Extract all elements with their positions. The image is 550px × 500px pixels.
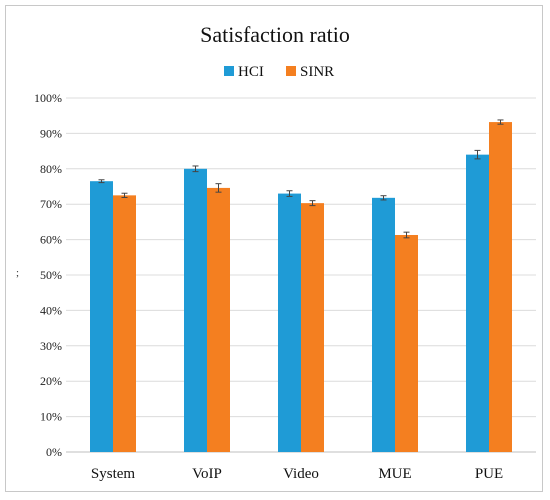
x-tick-label: Video <box>283 466 319 482</box>
bar-hci-pue <box>466 154 489 452</box>
y-tick-label: 40% <box>40 303 62 317</box>
bar-hci-mue <box>372 197 395 452</box>
x-tick-label: PUE <box>475 466 503 482</box>
y-axis-mark: ; <box>16 267 19 279</box>
satisfaction-chart: Satisfaction ratio HCI SINR ; 0% 10% 20% 30%… <box>16 22 536 482</box>
y-tick-label: 30% <box>40 339 62 353</box>
chart-frame: Satisfaction ratio HCI SINR ; 0% 10% 20% 30%… <box>5 5 543 492</box>
y-axis-ticks: 0% 10% 20% 30% 40% 50% 60% 70% 80% 90% 100% <box>34 91 62 459</box>
legend-label-hci: HCI <box>238 64 264 80</box>
legend-swatch-sinr <box>286 66 296 76</box>
legend-label-sinr: SINR <box>300 64 334 80</box>
bar-hci-voip <box>184 168 207 453</box>
y-tick-label: 50% <box>40 268 62 282</box>
legend-swatch-hci <box>224 66 234 76</box>
x-axis-ticks: System VoIP Video MUE PUE <box>91 466 503 482</box>
legend: HCI SINR <box>224 64 334 80</box>
bar-sinr-pue <box>489 122 512 453</box>
bar-hci-system <box>90 181 113 452</box>
bars <box>90 119 512 453</box>
y-tick-label: 80% <box>40 162 62 176</box>
bar-sinr-video <box>301 203 324 452</box>
bar-hci-video <box>278 193 301 452</box>
y-tick-label: 10% <box>40 410 62 424</box>
chart-title: Satisfaction ratio <box>200 22 350 47</box>
y-tick-label: 0% <box>46 445 62 459</box>
x-tick-label: System <box>91 466 136 482</box>
x-tick-label: VoIP <box>192 466 222 482</box>
y-tick-label: 100% <box>34 91 62 105</box>
y-tick-label: 20% <box>40 374 62 388</box>
y-tick-label: 60% <box>40 233 62 247</box>
y-tick-label: 90% <box>40 126 62 140</box>
bar-sinr-voip <box>207 187 230 452</box>
x-tick-label: MUE <box>378 466 411 482</box>
bar-sinr-mue <box>395 234 418 452</box>
y-tick-label: 70% <box>40 197 62 211</box>
bar-sinr-system <box>113 195 136 452</box>
